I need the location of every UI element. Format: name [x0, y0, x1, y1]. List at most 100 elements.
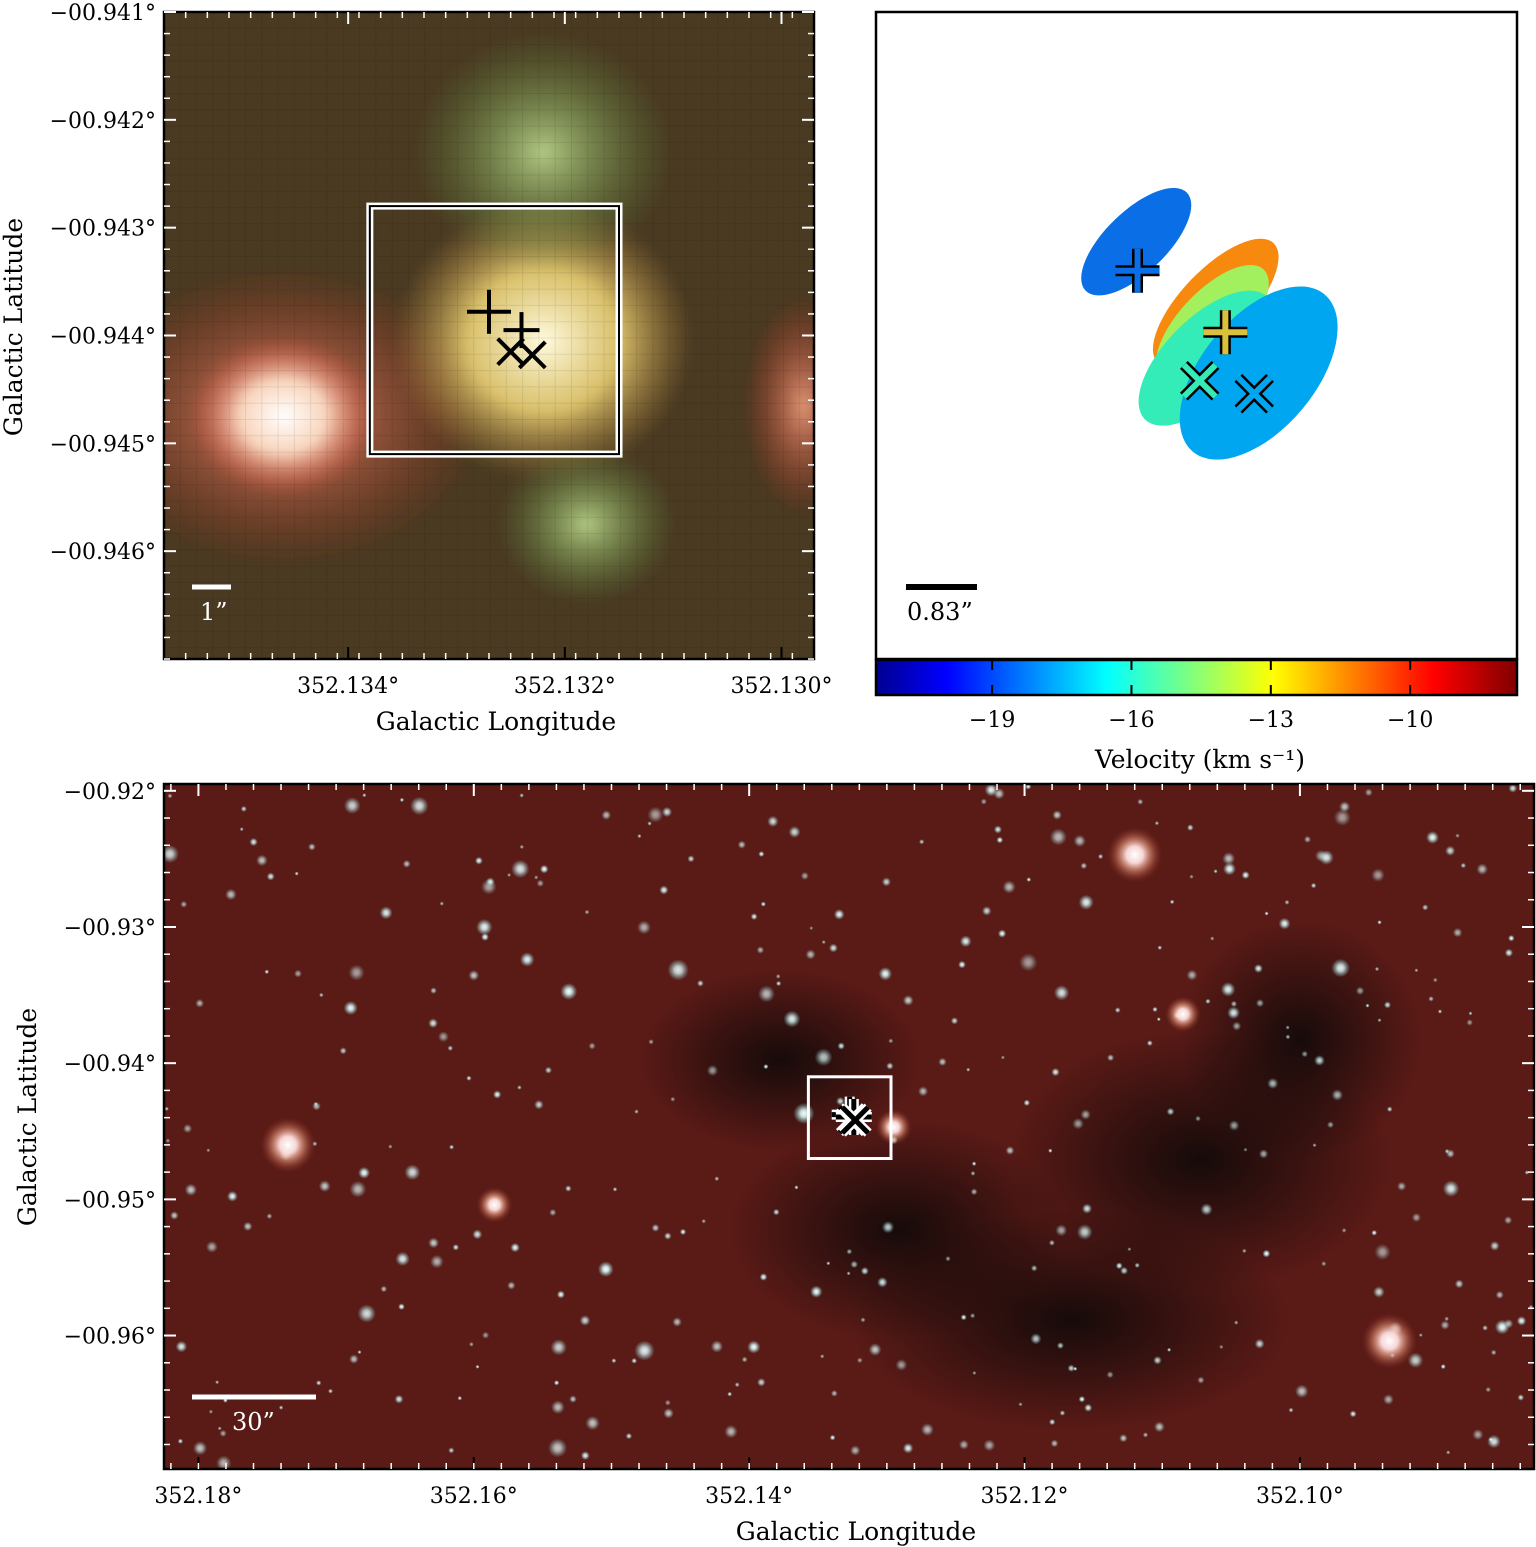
field-star	[539, 864, 549, 874]
velocity-ellipse	[1081, 187, 1192, 296]
field-star	[701, 1218, 706, 1224]
bright-source	[259, 1116, 316, 1173]
field-star	[1157, 945, 1163, 950]
field-star	[1267, 1077, 1279, 1090]
bright-source	[1361, 1312, 1418, 1369]
field-star	[1319, 850, 1334, 865]
field-star	[208, 1409, 214, 1414]
field-star	[850, 1445, 861, 1456]
field-star	[227, 1190, 238, 1202]
field-star	[1049, 1418, 1056, 1426]
velocity-scale-bar-label: 0.83”	[907, 598, 973, 626]
field-star	[1232, 1021, 1242, 1031]
field-star	[584, 909, 590, 915]
field-star	[437, 1031, 449, 1043]
emission-blob	[743, 295, 814, 516]
field-star	[727, 1391, 733, 1397]
field-star	[493, 1090, 502, 1099]
field-star	[1371, 1229, 1378, 1236]
field-star	[1055, 1224, 1068, 1237]
field-star	[1446, 1450, 1451, 1455]
field-star	[886, 1062, 894, 1070]
field-star	[1508, 934, 1515, 942]
field-star	[553, 1380, 560, 1386]
field-star	[388, 1144, 393, 1149]
field-star	[167, 793, 173, 799]
field-star	[1080, 862, 1088, 870]
field-star	[1142, 1432, 1149, 1438]
field-star	[1495, 1290, 1504, 1299]
field-star	[165, 1138, 171, 1143]
field-star	[794, 1185, 799, 1190]
field-star	[950, 1017, 959, 1025]
zoom-y-tick-label: −00.942°	[50, 109, 156, 134]
velocity-ellipse	[1179, 286, 1338, 460]
field-star	[661, 806, 673, 818]
field-star	[1000, 1055, 1005, 1060]
colorbar-title: Velocity (km s⁻¹)	[1094, 745, 1305, 774]
field-star	[1120, 1266, 1129, 1275]
field-star	[1426, 831, 1439, 844]
field-star	[724, 1424, 738, 1439]
field-star	[1053, 985, 1070, 1001]
field-star	[959, 935, 972, 948]
emission-blob	[496, 444, 677, 605]
zoom-y-tick-label: −00.944°	[50, 325, 156, 350]
field-star	[1264, 911, 1269, 916]
field-star	[860, 1266, 869, 1276]
field-star	[664, 1232, 672, 1240]
field-star	[519, 793, 524, 798]
field-star	[1364, 788, 1373, 797]
field-star	[902, 995, 914, 1006]
field-star	[357, 1350, 362, 1355]
field-star	[1490, 1349, 1497, 1356]
field-star	[565, 1185, 572, 1192]
field-star	[670, 1096, 676, 1102]
field-star	[637, 834, 642, 839]
wide-field-frame	[162, 782, 1536, 1471]
field-star	[1258, 1149, 1269, 1159]
field-star	[836, 1096, 845, 1106]
field-star	[1166, 1107, 1175, 1116]
field-star	[1080, 1109, 1091, 1120]
field-star	[714, 1176, 720, 1182]
field-star	[814, 1048, 833, 1067]
field-star	[1455, 833, 1460, 838]
field-star	[1312, 1143, 1317, 1148]
field-star	[1517, 1394, 1525, 1401]
field-star	[266, 1213, 273, 1220]
field-star	[1227, 1006, 1240, 1020]
wide-field-y-tick-label: −00.96°	[64, 1325, 156, 1350]
field-star	[278, 1405, 284, 1410]
field-star	[469, 1341, 474, 1347]
colorbar-tick-label: −19	[969, 708, 1015, 733]
field-star	[938, 1057, 947, 1067]
field-star	[1285, 1034, 1291, 1040]
field-star	[548, 1438, 568, 1458]
field-star	[971, 1161, 977, 1166]
field-star	[958, 1439, 969, 1450]
field-star	[217, 1426, 222, 1431]
field-star	[826, 1261, 831, 1266]
wide-field-y-tick-label: −00.92°	[64, 780, 156, 805]
field-star	[1030, 1333, 1042, 1345]
field-star	[177, 1438, 184, 1444]
field-star	[1377, 920, 1382, 925]
field-star	[394, 1394, 404, 1404]
field-star	[1049, 828, 1067, 846]
field-star	[1254, 1338, 1265, 1349]
field-star	[1349, 1410, 1357, 1418]
field-star	[1059, 1410, 1066, 1416]
bright-source	[1106, 826, 1163, 883]
field-star	[349, 1354, 359, 1364]
field-star	[1048, 1239, 1055, 1246]
field-star	[536, 879, 545, 888]
field-star	[294, 969, 302, 978]
wide-field-y-tick-label: −00.95°	[64, 1188, 156, 1213]
field-star	[1314, 1055, 1325, 1066]
field-star	[195, 998, 205, 1008]
field-star	[1213, 869, 1218, 874]
marker-stroke	[840, 1105, 870, 1135]
field-star	[316, 1380, 322, 1386]
colorbar-tick-label: −10	[1387, 708, 1433, 733]
